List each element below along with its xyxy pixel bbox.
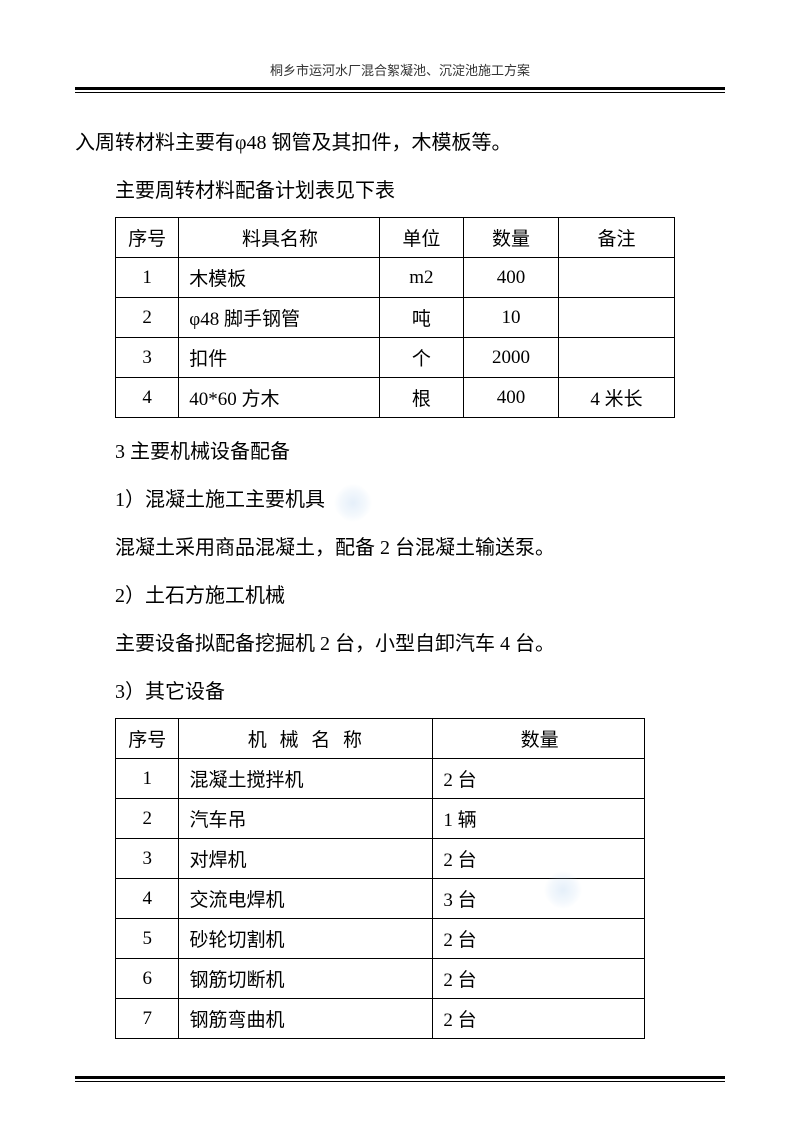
cell-qty: 2 台 xyxy=(433,959,645,999)
cell-qty: 10 xyxy=(464,298,559,338)
table-row: 1 木模板 m2 400 xyxy=(116,258,675,298)
cell-seq: 1 xyxy=(116,258,179,298)
header-name: 机 械 名 称 xyxy=(179,719,433,759)
cell-seq: 3 xyxy=(116,839,179,879)
cell-name: 砂轮切割机 xyxy=(179,919,433,959)
cell-name: 木模板 xyxy=(179,258,379,298)
cell-name: 对焊机 xyxy=(179,839,433,879)
table-row: 2 φ48 脚手钢管 吨 10 xyxy=(116,298,675,338)
cell-name: 汽车吊 xyxy=(179,799,433,839)
table-row: 5 砂轮切割机 2 台 xyxy=(116,919,645,959)
cell-seq: 7 xyxy=(116,999,179,1039)
table-row: 3 扣件 个 2000 xyxy=(116,338,675,378)
header-divider xyxy=(75,87,725,93)
cell-qty: 2000 xyxy=(464,338,559,378)
materials-table: 序号 料具名称 单位 数量 备注 1 木模板 m2 400 2 φ48 脚手钢管… xyxy=(115,217,675,418)
header-remark: 备注 xyxy=(558,218,674,258)
cell-seq: 3 xyxy=(116,338,179,378)
table-row: 7 钢筋弯曲机 2 台 xyxy=(116,999,645,1039)
paragraph-item1: 1）混凝土施工主要机具 xyxy=(75,478,725,522)
table-row: 4 交流电焊机 3 台 xyxy=(116,879,645,919)
header-unit: 单位 xyxy=(379,218,463,258)
paragraph-intro: 入周转材料主要有φ48 钢管及其扣件，木模板等。 xyxy=(75,121,725,165)
cell-qty: 2 台 xyxy=(433,919,645,959)
cell-remark: 4 米长 xyxy=(558,378,674,418)
cell-qty: 400 xyxy=(464,378,559,418)
cell-remark xyxy=(558,338,674,378)
paragraph-item1-detail: 混凝土采用商品混凝土，配备 2 台混凝土输送泵。 xyxy=(75,526,725,570)
cell-seq: 2 xyxy=(116,799,179,839)
cell-seq: 5 xyxy=(116,919,179,959)
cell-seq: 1 xyxy=(116,759,179,799)
machinery-table: 序号 机 械 名 称 数量 1 混凝土搅拌机 2 台 2 汽车吊 1 辆 3 对… xyxy=(115,718,645,1039)
paragraph-table1-caption: 主要周转材料配备计划表见下表 xyxy=(75,169,725,213)
table-row: 6 钢筋切断机 2 台 xyxy=(116,959,645,999)
table-row: 4 40*60 方木 根 400 4 米长 xyxy=(116,378,675,418)
header-seq: 序号 xyxy=(116,218,179,258)
table-row: 1 混凝土搅拌机 2 台 xyxy=(116,759,645,799)
table-row: 2 汽车吊 1 辆 xyxy=(116,799,645,839)
cell-seq: 2 xyxy=(116,298,179,338)
header-name: 料具名称 xyxy=(179,218,379,258)
paragraph-section3: 3 主要机械设备配备 xyxy=(75,430,725,474)
table-header-row: 序号 料具名称 单位 数量 备注 xyxy=(116,218,675,258)
paragraph-item2-detail: 主要设备拟配备挖掘机 2 台，小型自卸汽车 4 台。 xyxy=(75,622,725,666)
cell-qty: 2 台 xyxy=(433,839,645,879)
cell-qty: 2 台 xyxy=(433,999,645,1039)
cell-unit: 个 xyxy=(379,338,463,378)
header-qty: 数量 xyxy=(433,719,645,759)
cell-remark xyxy=(558,258,674,298)
cell-unit: 吨 xyxy=(379,298,463,338)
cell-name: φ48 脚手钢管 xyxy=(179,298,379,338)
cell-qty: 3 台 xyxy=(433,879,645,919)
cell-unit: m2 xyxy=(379,258,463,298)
cell-name: 扣件 xyxy=(179,338,379,378)
header-seq: 序号 xyxy=(116,719,179,759)
cell-name: 交流电焊机 xyxy=(179,879,433,919)
page-header-title: 桐乡市运河水厂混合絮凝池、沉淀池施工方案 xyxy=(75,60,725,79)
table-header-row: 序号 机 械 名 称 数量 xyxy=(116,719,645,759)
cell-name: 钢筋弯曲机 xyxy=(179,999,433,1039)
table-row: 3 对焊机 2 台 xyxy=(116,839,645,879)
cell-name: 钢筋切断机 xyxy=(179,959,433,999)
cell-seq: 4 xyxy=(116,879,179,919)
cell-name: 40*60 方木 xyxy=(179,378,379,418)
cell-name: 混凝土搅拌机 xyxy=(179,759,433,799)
cell-unit: 根 xyxy=(379,378,463,418)
footer-divider xyxy=(75,1076,725,1082)
cell-qty: 1 辆 xyxy=(433,799,645,839)
paragraph-item2: 2）土石方施工机械 xyxy=(75,574,725,618)
cell-qty: 400 xyxy=(464,258,559,298)
cell-qty: 2 台 xyxy=(433,759,645,799)
cell-remark xyxy=(558,298,674,338)
paragraph-item3: 3）其它设备 xyxy=(75,670,725,714)
cell-seq: 6 xyxy=(116,959,179,999)
cell-seq: 4 xyxy=(116,378,179,418)
header-qty: 数量 xyxy=(464,218,559,258)
